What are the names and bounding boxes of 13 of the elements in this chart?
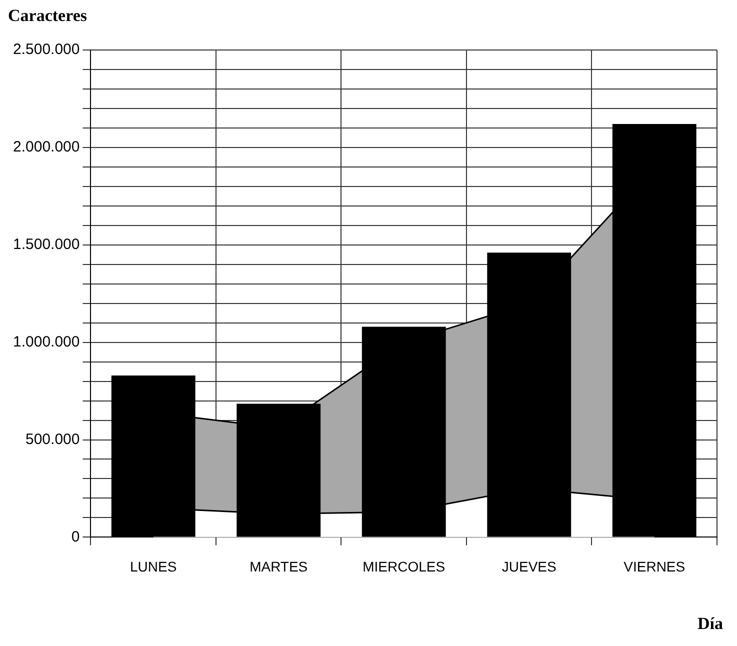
y-axis-title: Caracteres [8,6,87,26]
y-tick-label: 1.500.000 [12,236,80,254]
x-tick-label: MARTES [250,558,308,574]
y-tick-label: 2.000.000 [12,138,80,156]
x-tick-label: LUNES [130,558,177,574]
y-tick-label: 0 [71,528,80,546]
x-tick-label: JUEVES [502,558,556,574]
x-axis-title: Día [698,614,723,634]
y-tick-label: 1.000.000 [12,333,80,350]
x-tick-label: MIERCOLES [362,558,446,574]
y-tick-label: 500.000 [25,430,80,448]
y-tick-label: 2.500.000 [12,41,80,58]
x-tick-label: VIERNES [624,558,686,574]
